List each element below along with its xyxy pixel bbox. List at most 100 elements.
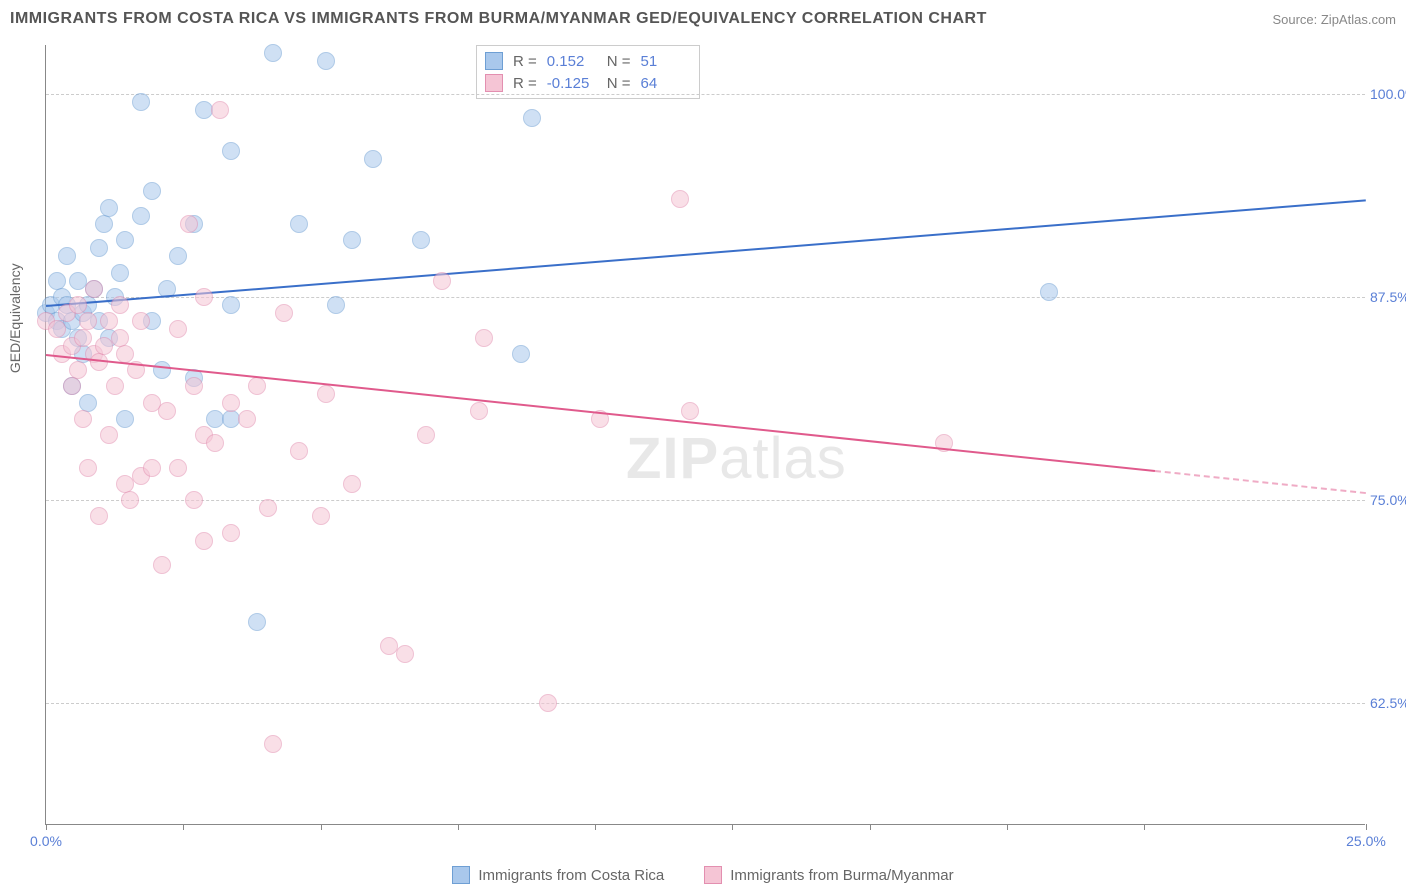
scatter-point (327, 296, 345, 314)
legend-label-2: Immigrants from Burma/Myanmar (730, 867, 953, 884)
scatter-point (523, 109, 541, 127)
scatter-point (185, 377, 203, 395)
scatter-point (671, 190, 689, 208)
scatter-point (90, 239, 108, 257)
scatter-point (58, 247, 76, 265)
trend-line-dashed (1155, 470, 1366, 494)
gridline-horizontal (46, 94, 1365, 95)
scatter-point (169, 320, 187, 338)
scatter-point (100, 426, 118, 444)
scatter-point (238, 410, 256, 428)
scatter-point (317, 52, 335, 70)
scatter-point (116, 410, 134, 428)
scatter-point (111, 264, 129, 282)
x-tick-label: 25.0% (1346, 833, 1386, 849)
scatter-point (222, 142, 240, 160)
x-tick-mark (595, 824, 596, 830)
scatter-point (259, 499, 277, 517)
scatter-point (121, 491, 139, 509)
scatter-point (195, 532, 213, 550)
y-tick-label: 100.0% (1370, 86, 1406, 102)
scatter-point (132, 312, 150, 330)
scatter-point (95, 215, 113, 233)
trend-line (46, 199, 1366, 307)
scatter-point (264, 44, 282, 62)
n-label: N = (607, 75, 631, 92)
scatter-point (48, 272, 66, 290)
stats-row-series-2: R = -0.125 N = 64 (485, 72, 691, 94)
scatter-point (290, 215, 308, 233)
scatter-point (206, 434, 224, 452)
scatter-point (539, 694, 557, 712)
scatter-point (512, 345, 530, 363)
scatter-point (79, 312, 97, 330)
scatter-point (417, 426, 435, 444)
legend-item-2: Immigrants from Burma/Myanmar (704, 866, 953, 884)
y-tick-label: 87.5% (1370, 289, 1406, 305)
x-tick-mark (1007, 824, 1008, 830)
scatter-point (132, 93, 150, 111)
swatch-series-2 (485, 74, 503, 92)
scatter-point (470, 402, 488, 420)
scatter-point (74, 329, 92, 347)
x-tick-mark (1144, 824, 1145, 830)
n-value-1: 51 (641, 53, 691, 70)
scatter-point (111, 296, 129, 314)
scatter-point (433, 272, 451, 290)
x-tick-label: 0.0% (30, 833, 62, 849)
scatter-point (195, 288, 213, 306)
scatter-point (116, 231, 134, 249)
scatter-point (180, 215, 198, 233)
scatter-point (475, 329, 493, 347)
scatter-point (211, 101, 229, 119)
gridline-horizontal (46, 703, 1365, 704)
bottom-legend: Immigrants from Costa Rica Immigrants fr… (0, 866, 1406, 884)
swatch-series-1 (485, 52, 503, 70)
scatter-point (63, 377, 81, 395)
gridline-horizontal (46, 297, 1365, 298)
scatter-point (69, 361, 87, 379)
chart-title: IMMIGRANTS FROM COSTA RICA VS IMMIGRANTS… (10, 10, 987, 28)
scatter-point (143, 182, 161, 200)
stats-row-series-1: R = 0.152 N = 51 (485, 50, 691, 72)
scatter-point (153, 556, 171, 574)
scatter-chart: R = 0.152 N = 51 R = -0.125 N = 64 ZIPat… (45, 45, 1365, 825)
scatter-point (290, 442, 308, 460)
scatter-point (364, 150, 382, 168)
scatter-point (222, 296, 240, 314)
scatter-point (69, 296, 87, 314)
scatter-point (74, 410, 92, 428)
scatter-point (116, 345, 134, 363)
x-tick-mark (870, 824, 871, 830)
scatter-point (106, 377, 124, 395)
scatter-point (264, 735, 282, 753)
x-tick-mark (183, 824, 184, 830)
scatter-point (317, 385, 335, 403)
r-value-2: -0.125 (547, 75, 597, 92)
x-tick-mark (732, 824, 733, 830)
source-label: Source: ZipAtlas.com (1272, 12, 1396, 27)
scatter-point (132, 207, 150, 225)
scatter-point (222, 524, 240, 542)
scatter-point (312, 507, 330, 525)
swatch-series-1 (452, 866, 470, 884)
scatter-point (90, 507, 108, 525)
scatter-point (185, 491, 203, 509)
scatter-point (100, 312, 118, 330)
scatter-point (1040, 283, 1058, 301)
scatter-point (343, 231, 361, 249)
scatter-point (248, 377, 266, 395)
r-label: R = (513, 53, 537, 70)
scatter-point (48, 320, 66, 338)
gridline-horizontal (46, 500, 1365, 501)
n-value-2: 64 (641, 75, 691, 92)
scatter-point (85, 280, 103, 298)
y-tick-label: 62.5% (1370, 695, 1406, 711)
scatter-point (100, 199, 118, 217)
scatter-point (169, 247, 187, 265)
scatter-point (396, 645, 414, 663)
scatter-point (412, 231, 430, 249)
scatter-point (79, 459, 97, 477)
scatter-point (158, 402, 176, 420)
x-tick-mark (1366, 824, 1367, 830)
